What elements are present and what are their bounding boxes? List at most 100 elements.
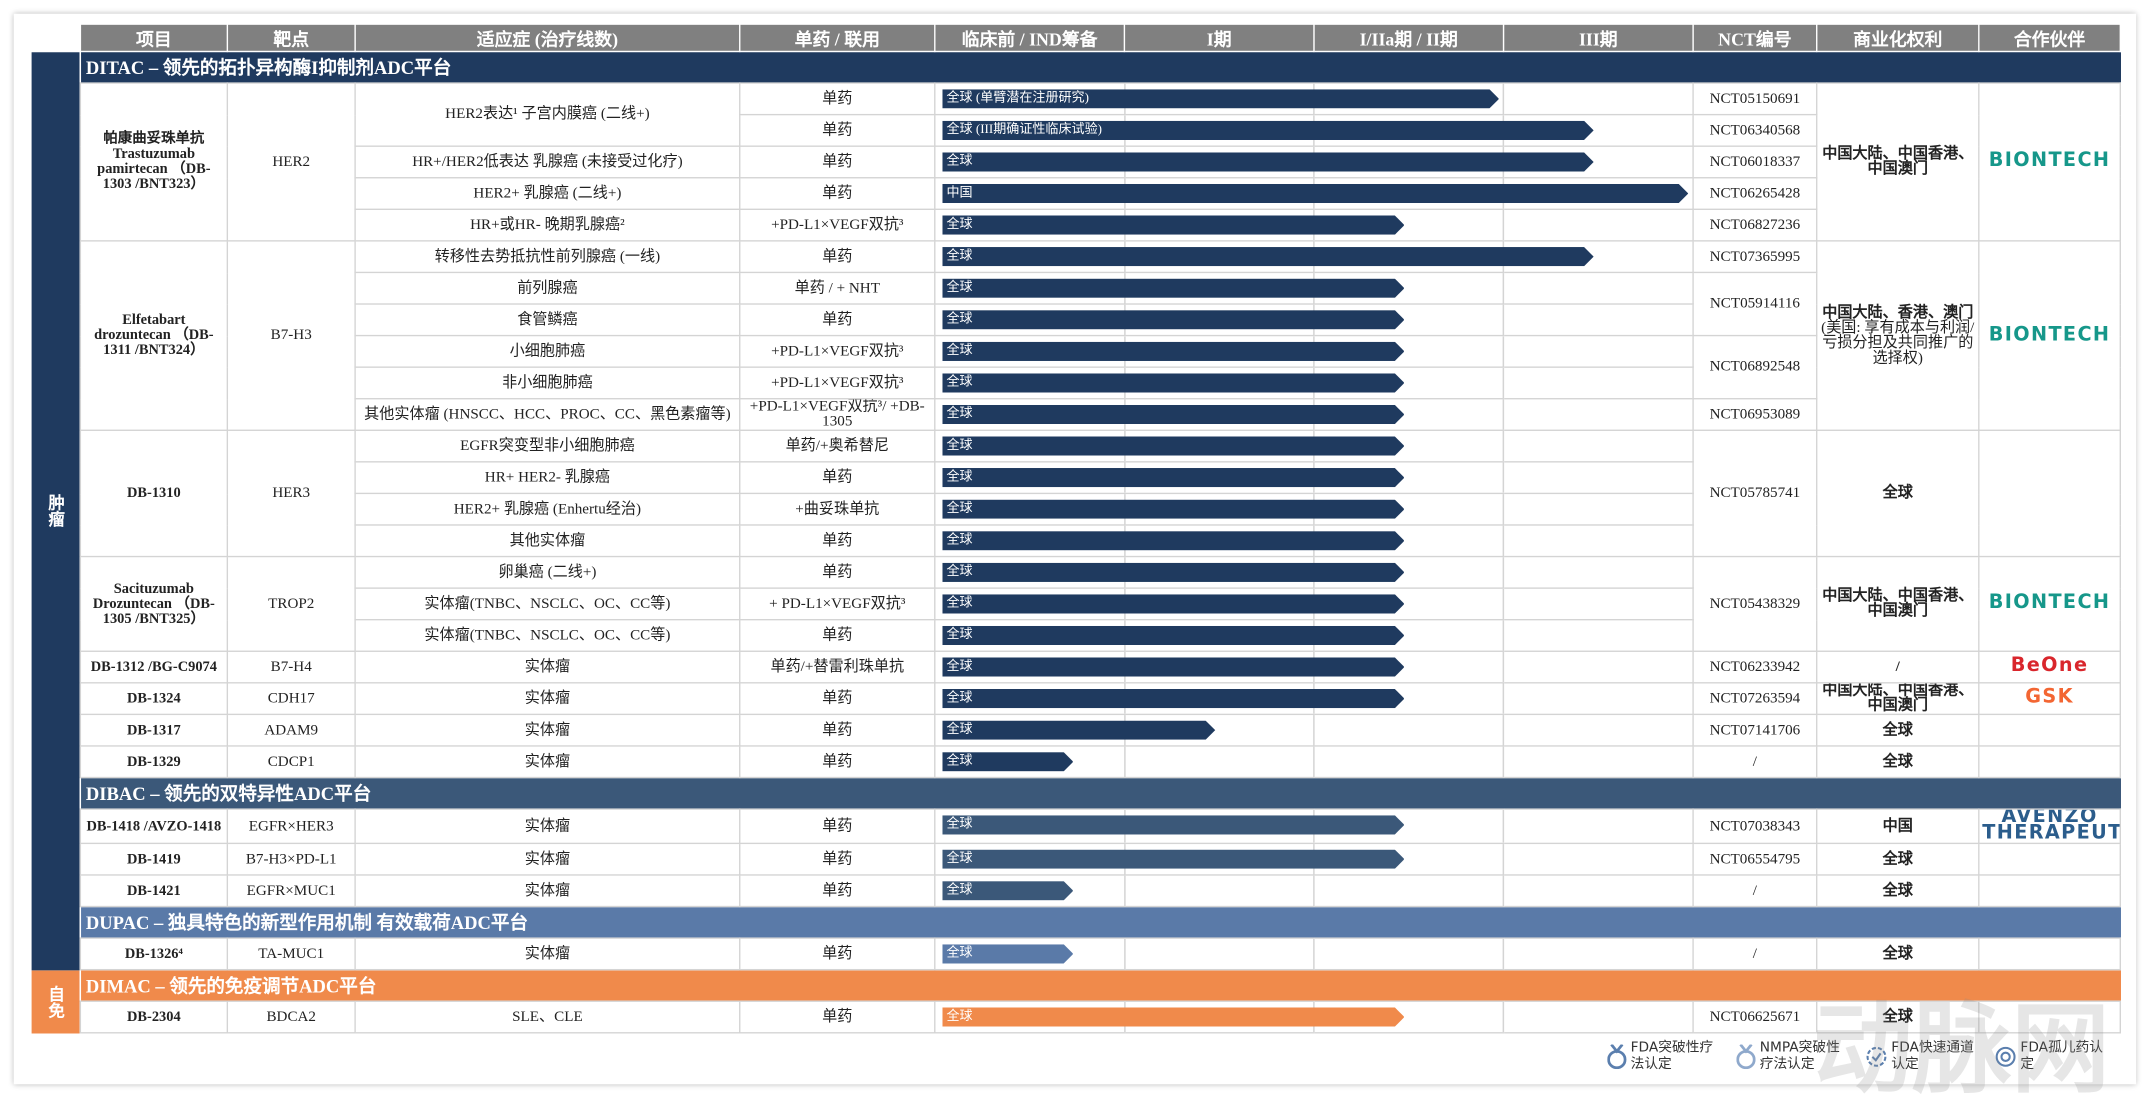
bar-label: 全球	[946, 691, 973, 706]
pipeline-row: 其他实体瘤 (HNSCC、HCC、PROC、CC、黑色素瘤等) +PD-L1×VE…	[31, 398, 2120, 431]
bar-label: 全球	[946, 155, 973, 169]
partner-cell: BIONTECH	[1978, 240, 2121, 431]
partner-cell	[1978, 713, 2121, 747]
nct-number: NCT06233942	[1692, 650, 1818, 684]
regimen: 单药	[739, 618, 936, 652]
regimen: 单药	[739, 461, 936, 495]
regimen: 单药	[739, 745, 936, 779]
pipeline-row: 前列腺癌 单药 / + NHT 全球 NCT05914116	[31, 271, 2120, 337]
pipeline-row: 其他实体瘤 单药 全球	[31, 524, 2120, 558]
column-header: 商业化权利	[1816, 23, 1980, 53]
partner-cell	[1978, 429, 2121, 558]
nct-number: NCT06265428	[1692, 177, 1818, 210]
column-header: 临床前 / IND筹备	[934, 23, 1126, 53]
progress-bar: 全球	[942, 405, 1404, 424]
indication: 食管鳞癌	[354, 303, 741, 337]
pipeline-row: DB-1312 /BG-C9074 B7-H4 实体瘤 单药/+替雷利珠单抗 全球 NCT…	[31, 650, 2121, 684]
progress-bar: 全球	[942, 689, 1404, 708]
header-row: 项目 靶点 适应症 (治疗线数) 单药 / 联用 临床前 / IND筹备 I期 I/IIa期…	[30, 23, 2121, 53]
bar-label: 全球	[946, 1010, 973, 1024]
partner-cell	[1978, 874, 2121, 908]
nct-number: NCT06554795	[1692, 842, 1818, 876]
section-title: DIBAC – 领先的双特异性ADC平台	[80, 777, 2121, 810]
phase-cell: 全球	[934, 492, 1694, 526]
watermark: 动脉网	[1813, 990, 2111, 1107]
progress-bar: 全球	[942, 850, 1404, 869]
regimen: 单药	[739, 113, 936, 147]
progress-bar: 全球	[942, 563, 1404, 582]
indication: 卵巢癌 (二线+)	[354, 555, 741, 589]
column-header: NCT编号	[1692, 23, 1818, 53]
target: ADAM9	[226, 713, 356, 747]
indication: 实体瘤	[354, 937, 741, 971]
pipeline-table: 项目 靶点 适应症 (治疗线数) 单药 / 联用 临床前 / IND筹备 I期 I/IIa期…	[30, 23, 2121, 1034]
partner-cell	[1978, 1000, 2121, 1034]
area-cell: 肿瘤	[30, 51, 81, 970]
target: TA-MUC1	[226, 937, 356, 971]
commercial-rights: 中国大陆、中国香港、中国澳门	[1816, 82, 1980, 242]
indication: 实体瘤	[354, 682, 741, 716]
nct-number: NCT06953089	[1692, 398, 1818, 431]
partner-cell	[1978, 937, 2121, 971]
phase-cell: 全球	[934, 334, 1694, 368]
column-header: 适应症 (治疗线数)	[354, 23, 741, 53]
nct-number: NCT06827236	[1692, 208, 1818, 242]
pipeline-row: HER2+ 乳腺癌 (Enhertu经治) +曲妥珠单抗 全球	[31, 492, 2120, 526]
target: B7-H3×PD-L1	[226, 842, 356, 876]
phase-cell: 全球	[934, 937, 1694, 971]
regimen: 单药	[739, 145, 936, 179]
progress-bar: 全球	[942, 279, 1404, 298]
pipeline-row: DB-1310 HER3 EGFR突变型非小细胞肺癌 单药/+奥希替尼 全球 NCT057…	[31, 429, 2121, 558]
target: B7-H4	[226, 650, 356, 684]
nct-number: NCT06340568	[1692, 113, 1818, 147]
indication: HR+或HR- 晚期乳腺癌²	[354, 208, 741, 242]
progress-bar: 中国	[942, 184, 1688, 203]
phase-cell: 全球	[934, 808, 1694, 845]
regimen: 单药/+奥希替尼	[739, 429, 936, 463]
indication: 实体瘤	[354, 842, 741, 876]
progress-bar: 全球	[942, 247, 1593, 266]
regimen: +PD-L1×VEGF双抗³	[739, 366, 936, 400]
bar-label: 全球	[946, 754, 973, 769]
indication: HER2表达¹ 子宫内膜癌 (二线+)	[354, 82, 741, 147]
partner-cell	[1978, 745, 2121, 779]
drug-name: DB-1329	[79, 745, 229, 779]
commercial-rights: 全球	[1816, 842, 1980, 876]
pipeline-row: HER2+ 乳腺癌 (二线+) 单药 中国 NCT06265428	[31, 177, 2120, 210]
partner-logo: GSK	[2025, 686, 2074, 709]
regimen: 单药	[739, 682, 936, 716]
progress-bar: 全球	[942, 152, 1593, 171]
pipeline-row: DB-1421 EGFR×MUC1 实体瘤 单药 全球 / 全球	[31, 874, 2121, 908]
pipeline-row: DB-1419 B7-H3×PD-L1 实体瘤 单药 全球 NCT06554795 全球	[31, 842, 2121, 876]
rights-text: 中国大陆、中国香港、中国澳门	[1822, 587, 1974, 619]
commercial-rights: /	[1816, 650, 1980, 684]
progress-bar: 全球 (单臂潜在注册研究)	[942, 89, 1499, 108]
badge-icon	[1995, 1046, 2016, 1067]
progress-bar: 全球	[942, 500, 1404, 519]
progress-bar: 全球	[942, 881, 1073, 900]
phase-cell: 全球	[934, 461, 1694, 495]
rights-text: 全球	[1882, 850, 1913, 867]
phase-cell: 全球 (III期确证性临床试验)	[934, 113, 1694, 147]
bar-label: 全球	[946, 597, 973, 611]
commercial-rights: 中国大陆、香港、澳门 (美国: 享有成本与利润/亏损分担及共同推广的选择权)	[1816, 240, 1980, 431]
bar-label: 全球	[946, 947, 973, 961]
phase-cell: 全球	[934, 303, 1694, 337]
legend-text: FDA孤儿药认定	[2020, 1040, 2104, 1072]
progress-bar: 全球	[942, 436, 1404, 455]
bar-label: 全球	[946, 470, 973, 485]
drug-name: DB-2304	[79, 1000, 229, 1034]
nct-number: NCT06018337	[1692, 145, 1818, 179]
target: EGFR×HER3	[226, 808, 356, 845]
phase-cell: 全球	[934, 1000, 1694, 1034]
bar-label: 全球	[946, 281, 973, 296]
progress-bar: 全球	[942, 815, 1404, 834]
indication: EGFR突变型非小细胞肺癌	[354, 429, 741, 463]
bar-label: 全球	[946, 533, 973, 548]
phase-cell: 全球	[934, 587, 1694, 621]
legend-item: FDA孤儿药认定	[1995, 1040, 2105, 1073]
partner-cell: GSK	[1978, 682, 2121, 716]
bar-label: 全球	[946, 218, 973, 232]
pipeline-row: 小细胞肺癌 +PD-L1×VEGF双抗³ 全球 NCT06892548	[31, 334, 2120, 400]
partner-cell: BIONTECH	[1978, 555, 2121, 652]
